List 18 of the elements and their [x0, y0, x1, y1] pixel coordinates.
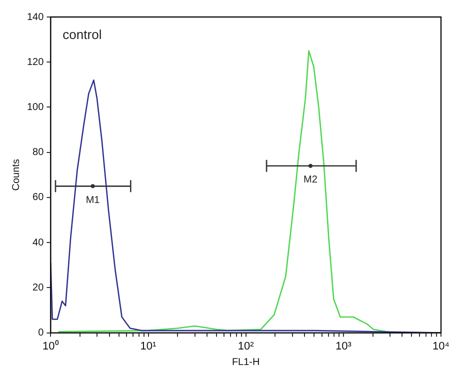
- y-tick-label: 60: [32, 192, 44, 204]
- annotation: M1: [86, 194, 100, 206]
- x-tick-label: 10¹: [140, 340, 157, 352]
- x-tick-label: 10⁰: [42, 339, 59, 352]
- x-tick-label: 10³: [335, 340, 352, 352]
- annotation: control: [62, 27, 102, 42]
- y-tick-label: 20: [32, 282, 44, 294]
- y-tick-label: 120: [26, 56, 44, 68]
- x-tick-label: 10⁴: [432, 340, 450, 352]
- y-tick-label: 100: [26, 102, 44, 113]
- y-tick-label: 140: [26, 12, 44, 23]
- y-axis-title: Counts: [10, 159, 22, 191]
- annotation: M2: [304, 174, 318, 186]
- y-tick-label: 80: [32, 147, 44, 158]
- x-axis-title: FL1-H: [232, 356, 260, 368]
- y-tick-label: 0: [38, 328, 44, 339]
- y-tick-label: 40: [32, 237, 44, 248]
- x-tick-label: 10²: [238, 340, 254, 352]
